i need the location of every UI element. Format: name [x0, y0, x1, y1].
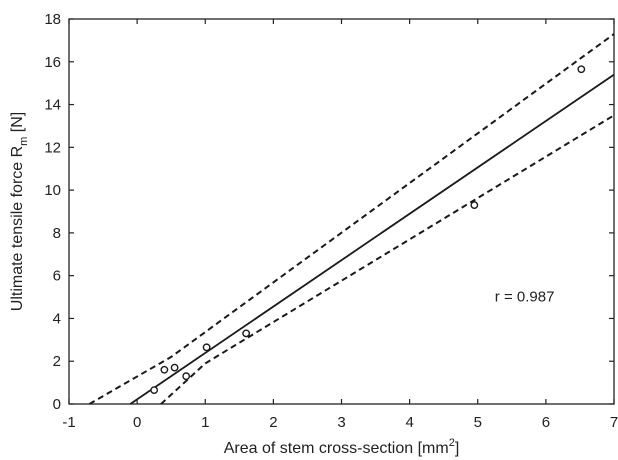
plot-frame	[68, 18, 615, 405]
x-axis-title: Area of stem cross-section [mm2]	[224, 437, 460, 457]
data-point	[470, 201, 479, 209]
y-tick-label: 12	[44, 139, 61, 156]
x-tick-label: 7	[610, 414, 618, 431]
plot-marks	[88, 33, 615, 405]
y-tick-label: 14	[44, 97, 61, 114]
y-axis-title-text: Ultimate tensile force R	[9, 146, 26, 311]
x-axis-title-tail: ]	[455, 440, 459, 457]
y-axis-title: Ultimate tensile force Rm [N]	[9, 112, 30, 311]
x-axis-title-text: Area of stem cross-section [mm	[224, 440, 449, 457]
data-point	[150, 386, 159, 394]
data-point	[182, 372, 191, 381]
y-axis-title-sub: m	[18, 137, 30, 146]
x-tick-label: 4	[405, 414, 413, 431]
y-tick-label: 4	[53, 310, 61, 327]
data-point	[160, 365, 169, 374]
x-tick-label: 6	[542, 414, 550, 431]
y-tick-label: 16	[44, 54, 61, 71]
x-tick-label: 3	[337, 414, 345, 431]
x-tick-label: -1	[62, 414, 75, 431]
y-tick-label: 0	[53, 396, 61, 413]
data-point	[242, 329, 251, 338]
lower-confidence-band	[160, 114, 615, 405]
upper-confidence-band	[88, 33, 615, 405]
x-tick-label: 5	[474, 414, 482, 431]
y-tick-label: 6	[53, 268, 61, 285]
y-tick-label: 8	[53, 225, 61, 242]
data-point	[202, 343, 211, 352]
data-point	[577, 65, 586, 74]
x-tick-label: 0	[133, 414, 141, 431]
y-tick-label: 2	[53, 353, 61, 370]
data-point	[170, 363, 179, 372]
y-axis-title-tail: [N]	[9, 112, 26, 137]
y-tick-label: 18	[44, 11, 61, 28]
axis-ticks	[68, 18, 615, 405]
x-tick-label: 2	[269, 414, 277, 431]
y-tick-label: 10	[44, 182, 61, 199]
x-axis-title-sup: 2	[449, 437, 455, 449]
x-tick-label: 1	[201, 414, 209, 431]
correlation-annotation: r = 0.987	[495, 288, 555, 305]
regression-line	[129, 73, 615, 405]
